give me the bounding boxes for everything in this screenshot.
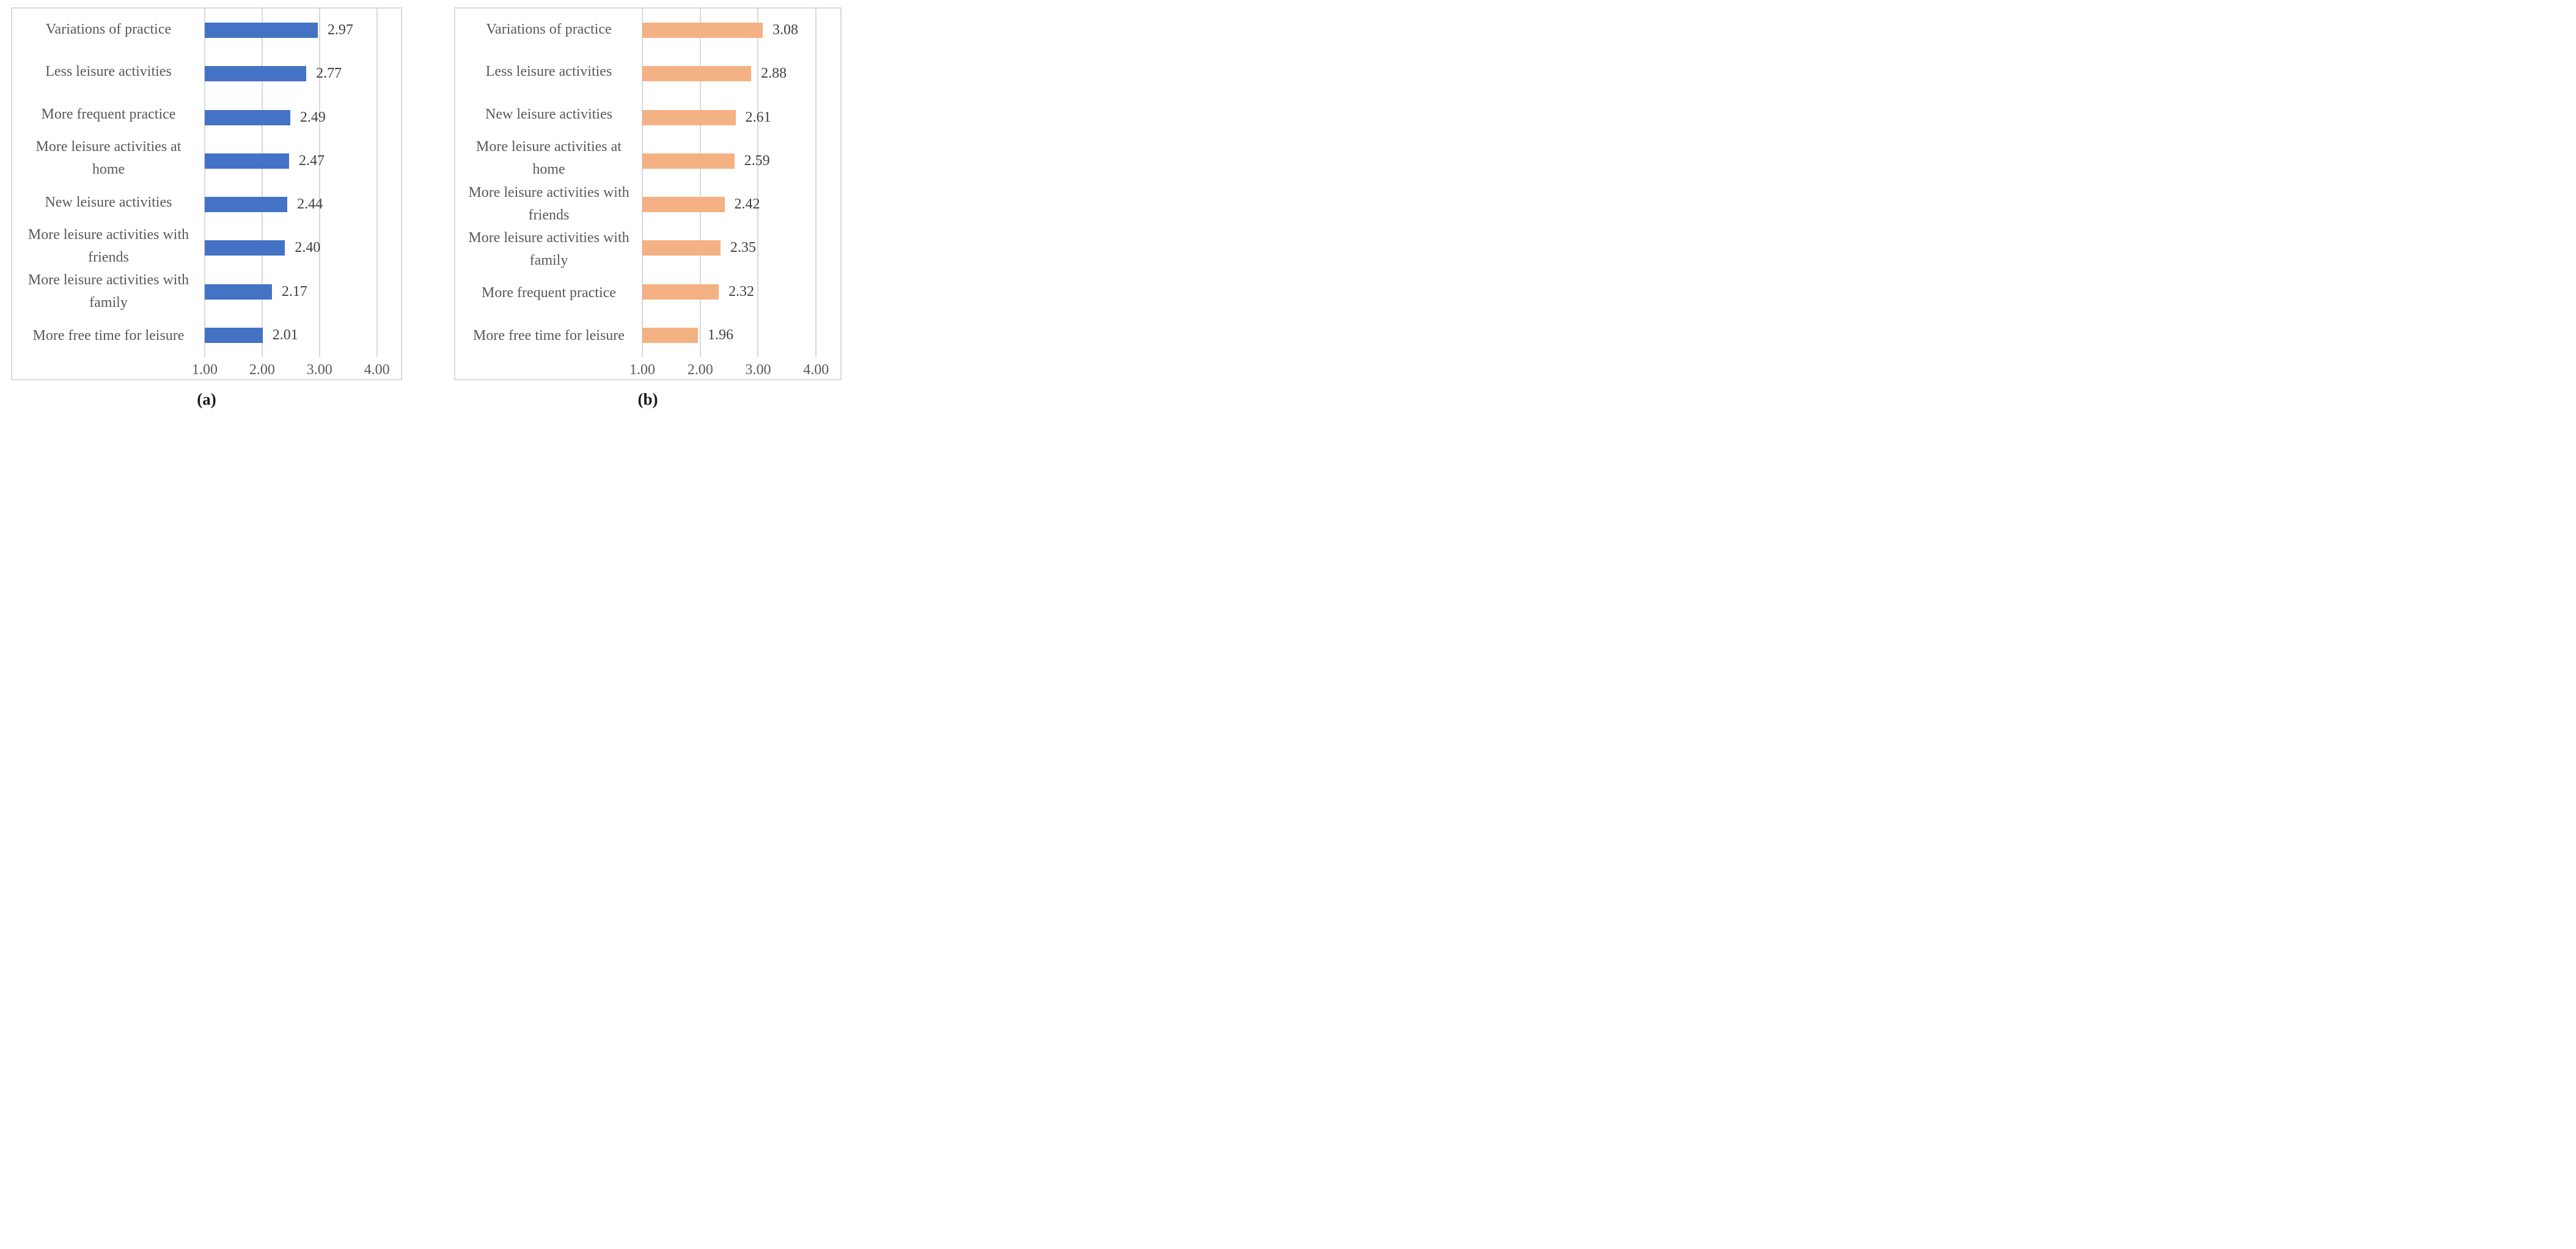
value-label: 2.59 xyxy=(744,152,770,169)
category-label: New leisure activities xyxy=(485,106,612,122)
bar xyxy=(642,240,721,256)
value-label: 1.96 xyxy=(707,326,733,343)
x-tick-label: 4.00 xyxy=(364,362,390,378)
value-label: 2.42 xyxy=(734,196,760,213)
value-label: 2.49 xyxy=(299,109,326,125)
bar xyxy=(642,197,725,213)
bar xyxy=(642,327,698,343)
category-label: Variations of practice xyxy=(45,21,172,38)
category-label: More frequent practice xyxy=(41,106,176,122)
bar xyxy=(205,23,318,39)
bar xyxy=(205,284,272,300)
x-tick-label: 3.00 xyxy=(745,362,771,378)
category-axis-b: Variations of practice Less leisure activ… xyxy=(455,9,642,357)
bar xyxy=(205,66,307,82)
value-label: 2.61 xyxy=(745,109,771,125)
value-label: 2.77 xyxy=(316,65,342,82)
category-label: More frequent practice xyxy=(482,285,616,301)
category-label: Variations of practice xyxy=(486,21,612,38)
plot-area-b: 1.00 2.00 3.00 4.00 3.08 2.88 2.61 2.59 2.42 2.35… xyxy=(629,9,840,378)
bar xyxy=(642,23,763,39)
value-label: 2.47 xyxy=(298,152,325,169)
category-label: Less leisure activities xyxy=(485,64,612,80)
plot-area-a: 1.00 2.00 3.00 4.00 2.97 2.77 2.49 2.47 2.44 2.40… xyxy=(192,9,401,378)
gridline xyxy=(699,9,701,357)
bar xyxy=(642,66,752,82)
x-tick-label: 1.00 xyxy=(192,362,218,378)
category-label: More leisure activities with friends xyxy=(468,184,629,223)
x-tick-label: 1.00 xyxy=(629,362,655,378)
value-label: 2.88 xyxy=(761,65,787,82)
chart-panel-a: Variations of practice Less leisure activ… xyxy=(11,7,402,380)
caption-b: (b) xyxy=(637,390,658,408)
value-label: 2.44 xyxy=(297,196,323,213)
gridline xyxy=(757,9,759,357)
bar xyxy=(642,109,736,125)
value-label: 2.40 xyxy=(295,240,321,256)
bar xyxy=(642,153,735,169)
caption-a: (a) xyxy=(197,390,216,408)
value-label: 3.08 xyxy=(772,22,799,39)
x-tick-label: 2.00 xyxy=(687,362,713,378)
category-label: More leisure activities at home xyxy=(476,139,622,178)
x-tick-label: 4.00 xyxy=(803,362,829,378)
gridline xyxy=(642,9,643,357)
bar xyxy=(205,109,290,125)
bar xyxy=(205,153,289,169)
category-label: More leisure activities at home xyxy=(35,139,182,178)
value-label: 2.32 xyxy=(728,283,755,300)
gridline xyxy=(204,9,205,357)
category-label: More free time for leisure xyxy=(32,327,185,344)
value-label: 2.97 xyxy=(327,22,353,39)
x-tick-label: 2.00 xyxy=(249,362,275,378)
category-label: New leisure activities xyxy=(45,194,172,210)
category-label: More leisure activities with family xyxy=(468,229,629,269)
category-label: More free time for leisure xyxy=(473,327,625,344)
category-label: Less leisure activities xyxy=(45,64,172,80)
bar xyxy=(205,240,285,256)
gridline xyxy=(318,9,320,357)
gridline xyxy=(261,9,263,357)
gridline xyxy=(376,9,378,357)
figure: Variations of practice Less leisure activ… xyxy=(0,0,859,416)
category-axis-a: Variations of practice Less leisure activ… xyxy=(12,9,205,357)
bar xyxy=(205,327,263,343)
bar xyxy=(205,197,288,213)
bar xyxy=(642,284,719,300)
value-label: 2.01 xyxy=(272,326,298,343)
x-tick-label: 3.00 xyxy=(306,362,332,378)
category-label: More leisure activities with family xyxy=(28,272,189,311)
gridline xyxy=(815,9,817,357)
value-label: 2.17 xyxy=(281,283,307,300)
chart-panel-b: Variations of practice Less leisure activ… xyxy=(454,7,842,380)
category-label: More leisure activities with friends xyxy=(28,226,189,266)
value-label: 2.35 xyxy=(730,240,756,256)
